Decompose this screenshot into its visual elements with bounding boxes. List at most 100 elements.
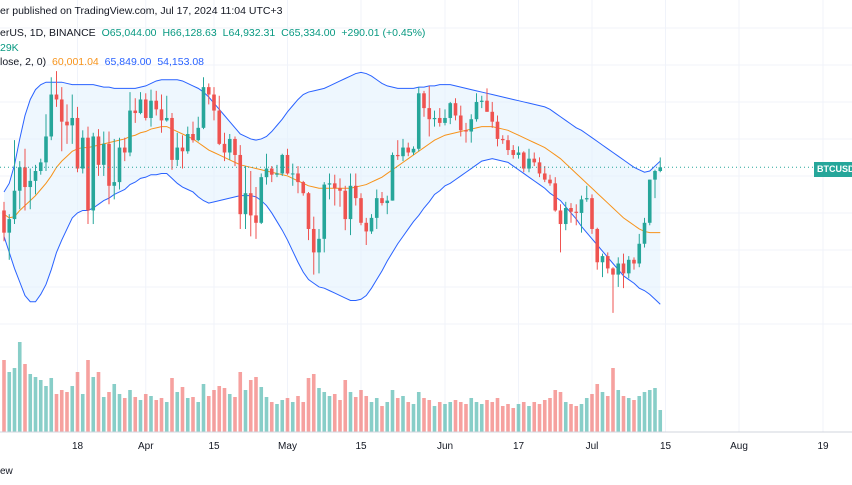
volume-bar xyxy=(553,390,558,432)
candle-body xyxy=(196,127,201,141)
candle-body xyxy=(647,179,652,223)
volume-bar xyxy=(569,404,573,432)
candle-body xyxy=(626,259,631,274)
candle-body xyxy=(164,117,169,121)
volume-bar xyxy=(254,377,258,432)
volume-bar xyxy=(201,384,206,432)
candle-body xyxy=(469,119,474,132)
volume-bar xyxy=(422,398,426,432)
volume-bar xyxy=(38,380,43,432)
candle-body xyxy=(7,219,12,233)
candle-body xyxy=(500,138,505,141)
candle-body xyxy=(574,211,579,213)
candle-body xyxy=(248,193,253,216)
volume-bar xyxy=(80,394,85,432)
volume-bar xyxy=(133,397,138,432)
volume-bar xyxy=(374,398,379,432)
candle-body xyxy=(96,136,101,165)
volume-bar xyxy=(101,397,106,432)
candle-body xyxy=(107,143,111,186)
candle-body xyxy=(33,171,38,181)
volume-bar xyxy=(579,404,584,432)
candle-body xyxy=(537,162,542,174)
candle-body xyxy=(269,168,274,175)
volume-bar xyxy=(143,394,148,432)
volume-bar xyxy=(506,404,510,432)
candle-body xyxy=(191,134,195,141)
candle-body xyxy=(658,167,663,171)
volume-bar xyxy=(75,372,80,432)
candle-body xyxy=(101,143,106,165)
candle-body xyxy=(600,256,605,263)
candle-body xyxy=(17,167,22,191)
candle-body xyxy=(611,268,615,275)
volume-value: 29K xyxy=(0,42,19,54)
candle-body xyxy=(222,143,227,153)
volume-bar xyxy=(96,372,101,432)
volume-bar xyxy=(353,397,358,432)
candle-body xyxy=(301,182,306,194)
candle-body xyxy=(311,228,316,253)
volume-bar xyxy=(611,368,615,432)
volume-bar xyxy=(327,396,332,432)
candle-body xyxy=(285,154,290,174)
candle-body xyxy=(416,93,421,149)
candle-body xyxy=(495,121,500,139)
volume-bar xyxy=(469,398,474,432)
volume-bar xyxy=(317,388,321,432)
volume-bar xyxy=(86,360,90,432)
volume-bar xyxy=(416,392,421,432)
candle-body xyxy=(112,182,117,186)
candle-body xyxy=(605,256,610,269)
volume-bar xyxy=(380,406,384,432)
candle-body xyxy=(558,210,563,225)
volume-bar xyxy=(59,390,64,432)
candle-body xyxy=(642,222,647,244)
candle-body xyxy=(437,117,442,123)
candle-body xyxy=(521,152,526,169)
volume-bar xyxy=(406,402,411,432)
volume-bar xyxy=(122,398,127,432)
candle-body xyxy=(133,110,138,114)
volume-bar xyxy=(479,404,484,432)
candle-body xyxy=(590,198,594,229)
bollinger-basis-line xyxy=(3,126,661,234)
candle-body xyxy=(584,198,589,200)
candle-body xyxy=(180,147,185,152)
volume-bar xyxy=(600,392,605,432)
volume-legend: 29K xyxy=(0,41,22,55)
volume-bar xyxy=(542,400,547,432)
chart-header-line2: erUS, 1D, BINANCE O65,044.00 H66,128.63 … xyxy=(0,26,428,40)
bollinger-legend: lose, 2, 0) 60,001.04 65,849.00 54,153.0… xyxy=(0,55,207,69)
volume-bar xyxy=(332,394,337,432)
x-tick-label: May xyxy=(278,441,297,452)
bb-lower-value: 54,153.08 xyxy=(157,56,205,68)
candle-body xyxy=(159,109,164,121)
volume-bar xyxy=(532,402,537,432)
volume-bar xyxy=(23,364,27,432)
volume-bar xyxy=(269,402,274,432)
volume-bar xyxy=(574,406,579,432)
candle-body xyxy=(201,87,206,128)
candle-body xyxy=(185,134,190,152)
x-tick-label: 18 xyxy=(72,441,84,452)
volume-bar xyxy=(527,406,531,432)
candle-body xyxy=(485,100,489,112)
publish-info: er published on TradingView.com, Jul 17,… xyxy=(0,5,283,17)
volume-bar xyxy=(658,410,663,432)
footer-label: ew xyxy=(0,466,13,477)
x-tick-label: 15 xyxy=(660,441,672,452)
volume-bar xyxy=(301,402,306,432)
volume-bar xyxy=(464,404,468,432)
candle-body xyxy=(259,177,264,223)
candle-body xyxy=(44,136,48,163)
candle-body xyxy=(138,99,143,114)
candle-body xyxy=(49,94,54,137)
volume-bar xyxy=(364,396,369,432)
volume-bar xyxy=(474,402,479,432)
change-value: +290.01 (+0.45%) xyxy=(341,27,426,39)
volume-bar xyxy=(154,400,159,432)
volume-bar xyxy=(537,404,542,432)
candle-body xyxy=(59,99,64,122)
candle-body xyxy=(563,208,568,225)
